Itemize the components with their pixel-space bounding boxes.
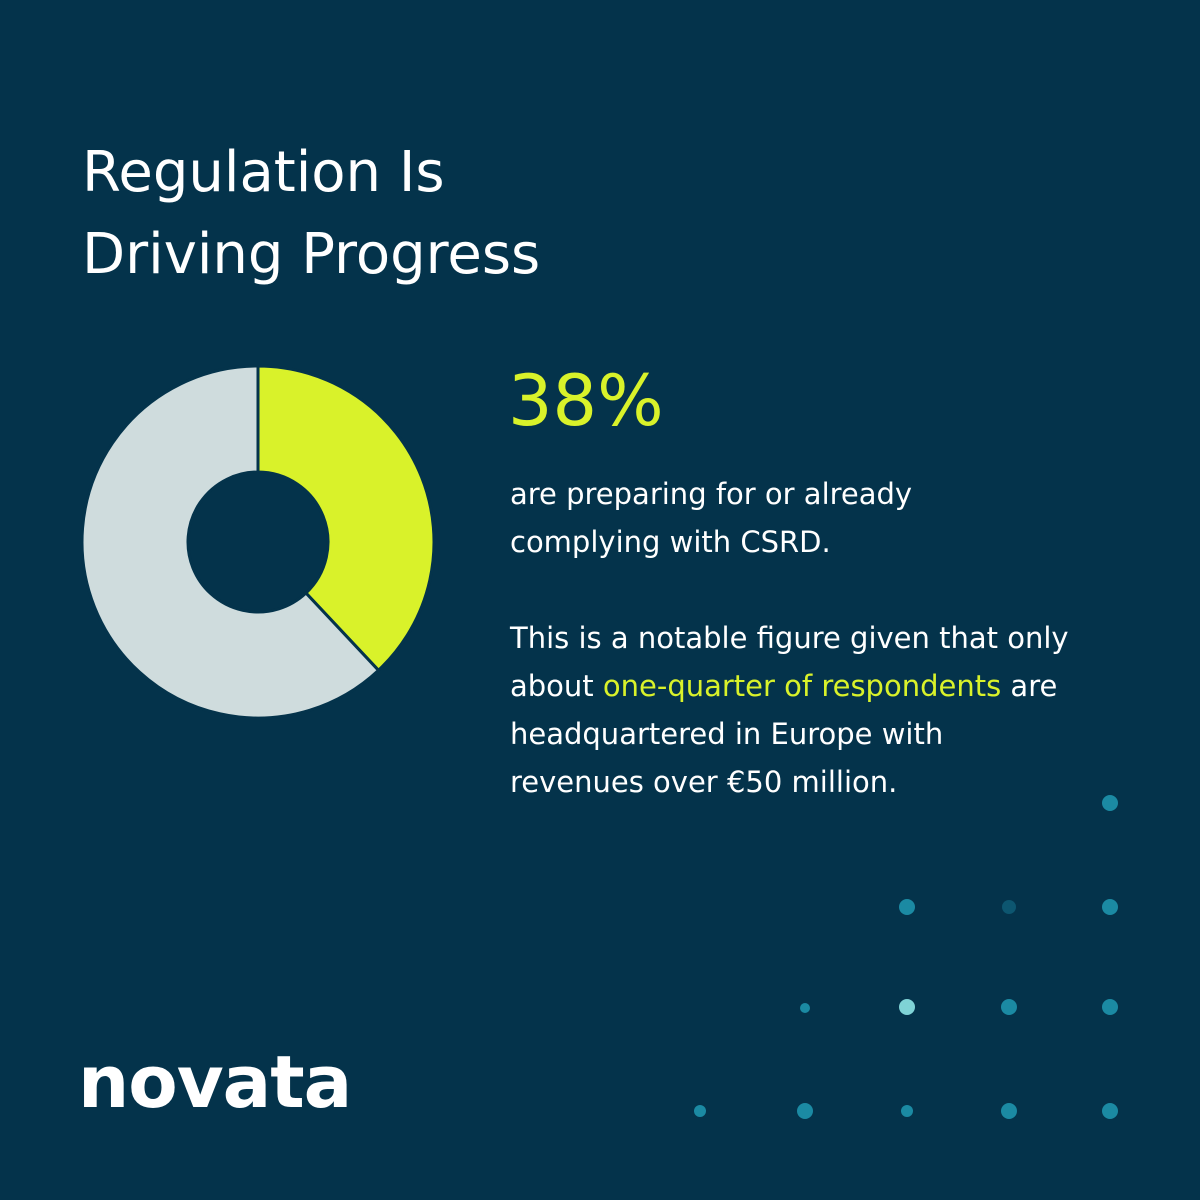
note: This is a notable figure given that only… (510, 614, 1070, 806)
pie-slice (256, 364, 436, 673)
note-text: This is a notable figure given that only… (510, 621, 1069, 703)
pie-slice (80, 364, 381, 720)
value-label: 38% (508, 360, 664, 442)
annotation: are preparing for or already complying w… (510, 477, 913, 559)
note-text: are headquartered in Europe with revenue… (510, 669, 1058, 799)
logo: novata (78, 1040, 352, 1124)
decor-dots (694, 795, 1118, 1119)
chart-title: Regulation Is Driving Progress (82, 140, 541, 287)
note-highlight: one-quarter of respondents (602, 669, 1002, 703)
